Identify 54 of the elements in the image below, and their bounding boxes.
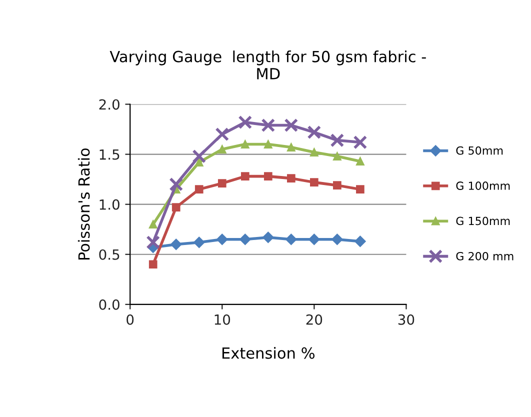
x-tick-label: 10	[214, 314, 230, 325]
point	[333, 181, 342, 190]
point	[238, 115, 252, 130]
x-axis-title: Extension %	[222, 347, 314, 359]
point	[240, 234, 251, 245]
point	[240, 140, 250, 148]
point	[333, 152, 342, 160]
point	[216, 234, 228, 245]
chart-title: Varying Gauge length for 50 gsm fabric - MD	[110, 50, 426, 80]
point	[284, 118, 298, 132]
point	[286, 234, 297, 245]
point	[353, 135, 368, 150]
point	[287, 143, 296, 152]
point	[218, 145, 226, 154]
legend-label: G 100mm	[456, 182, 510, 190]
legend-label: G 50mm	[456, 146, 503, 155]
x-tick-label: 30	[398, 314, 414, 325]
point	[332, 234, 343, 245]
point	[194, 158, 204, 166]
point	[264, 140, 272, 148]
point	[218, 179, 226, 188]
point	[307, 125, 322, 140]
point	[194, 236, 205, 248]
y-tick-label: 0.0	[99, 299, 120, 310]
y-tick-label: 2.0	[99, 99, 120, 110]
point	[354, 236, 366, 247]
point	[169, 177, 184, 192]
point	[262, 232, 274, 243]
point	[287, 174, 296, 182]
point	[310, 148, 318, 156]
x-tick-label: 20	[306, 314, 322, 325]
y-axis-title: Poisson's Ratio	[78, 148, 90, 260]
point	[148, 220, 158, 229]
point	[215, 127, 230, 142]
point	[170, 238, 182, 250]
point	[172, 203, 180, 212]
point	[356, 185, 364, 194]
point	[330, 133, 344, 148]
point	[192, 149, 206, 164]
y-tick-label: 0.5	[99, 249, 120, 260]
legend-label: G 200 mm	[456, 252, 514, 260]
point	[308, 234, 320, 245]
point	[240, 172, 250, 180]
point	[194, 185, 204, 194]
x-tick-label: 0	[126, 314, 134, 325]
point	[264, 172, 272, 180]
point	[148, 260, 158, 269]
point	[310, 178, 318, 186]
point	[146, 235, 160, 250]
point	[261, 118, 276, 132]
legend-label: G 150mm	[456, 216, 510, 226]
y-tick-label: 1.5	[100, 149, 120, 160]
y-tick-label: 1.0	[100, 199, 120, 210]
point	[356, 157, 364, 166]
